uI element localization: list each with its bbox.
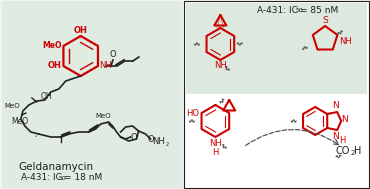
Text: CO: CO [335, 146, 349, 156]
Text: 50: 50 [295, 8, 303, 13]
Text: HO: HO [186, 108, 199, 118]
Text: O: O [148, 135, 154, 144]
Text: OH: OH [74, 26, 88, 35]
Text: O: O [110, 50, 116, 59]
Text: NH: NH [214, 61, 227, 70]
Text: S: S [322, 16, 328, 25]
Text: A-431: IC: A-431: IC [257, 6, 298, 15]
Text: 2: 2 [350, 150, 354, 156]
Text: O: O [130, 132, 137, 142]
Text: MeO: MeO [4, 103, 20, 109]
Text: Geldanamycin: Geldanamycin [18, 162, 93, 172]
Bar [2, 1, 182, 188]
Text: H: H [212, 148, 219, 157]
Bar [186, 3, 367, 94]
Text: MeO: MeO [12, 116, 29, 125]
Text: N: N [332, 101, 339, 110]
Bar [185, 1, 369, 188]
Text: 50: 50 [59, 177, 67, 181]
Text: H: H [339, 136, 346, 145]
Text: NH: NH [99, 61, 112, 70]
Text: N: N [341, 115, 348, 125]
Text: OH: OH [41, 92, 53, 101]
Text: OH: OH [48, 61, 61, 70]
Text: A-431: IC: A-431: IC [21, 173, 62, 181]
Text: = 18 nM: = 18 nM [64, 173, 102, 181]
Text: $_2$: $_2$ [165, 141, 170, 149]
Text: NH: NH [209, 139, 222, 148]
Text: MeO: MeO [42, 42, 61, 50]
Text: = 85 nM: = 85 nM [300, 6, 339, 15]
Text: NH: NH [339, 36, 352, 46]
Text: MeO: MeO [96, 113, 111, 119]
Text: NH: NH [152, 138, 165, 146]
Text: H: H [354, 146, 361, 156]
Text: N: N [332, 132, 339, 141]
